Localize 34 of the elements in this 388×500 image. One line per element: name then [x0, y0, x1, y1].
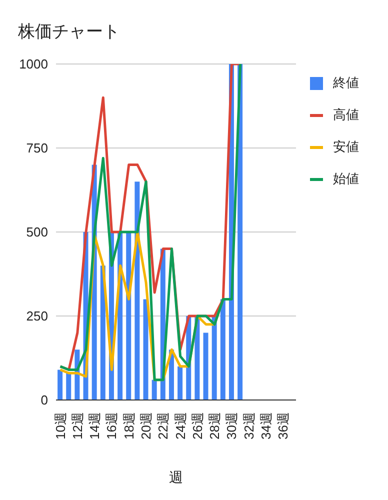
legend-label: 終値 — [333, 74, 359, 92]
bar — [66, 373, 72, 400]
bar — [203, 332, 208, 400]
bar — [58, 370, 63, 400]
bar — [126, 232, 132, 400]
x-tick-label: 20週 — [138, 412, 154, 440]
y-tick-label: 750 — [26, 140, 48, 156]
x-tick-label: 36週 — [276, 412, 291, 440]
legend-label: 高値 — [333, 106, 359, 124]
x-tick-label: 14週 — [87, 412, 102, 440]
y-tick-label: 250 — [26, 308, 48, 324]
legend-label: 始値 — [333, 170, 359, 188]
y-tick-label: 1000 — [19, 56, 48, 72]
x-axis-title: 週 — [169, 469, 183, 485]
x-tick-label: 12週 — [70, 412, 85, 440]
x-tick-label: 26週 — [190, 412, 205, 440]
x-tick-label: 28週 — [207, 412, 222, 440]
x-tick-label: 34週 — [258, 412, 274, 440]
bar — [212, 316, 217, 400]
bar — [152, 380, 157, 400]
y-tick-label: 500 — [26, 224, 48, 240]
x-tick-label: 18週 — [121, 412, 136, 440]
bar — [178, 366, 183, 400]
chart-title: 株価チャート — [17, 21, 121, 43]
bar — [143, 299, 148, 400]
x-tick-label: 22週 — [156, 412, 171, 440]
x-tick-label: 10週 — [52, 412, 68, 440]
x-tick-label: 24週 — [172, 412, 188, 440]
x-tick-label: 16週 — [104, 412, 120, 440]
y-tick-label: 0 — [40, 392, 48, 408]
x-tick-label: 30週 — [224, 412, 240, 440]
bar — [220, 299, 226, 400]
x-tick-label: 32週 — [241, 412, 256, 440]
legend-label: 安値 — [333, 138, 359, 156]
